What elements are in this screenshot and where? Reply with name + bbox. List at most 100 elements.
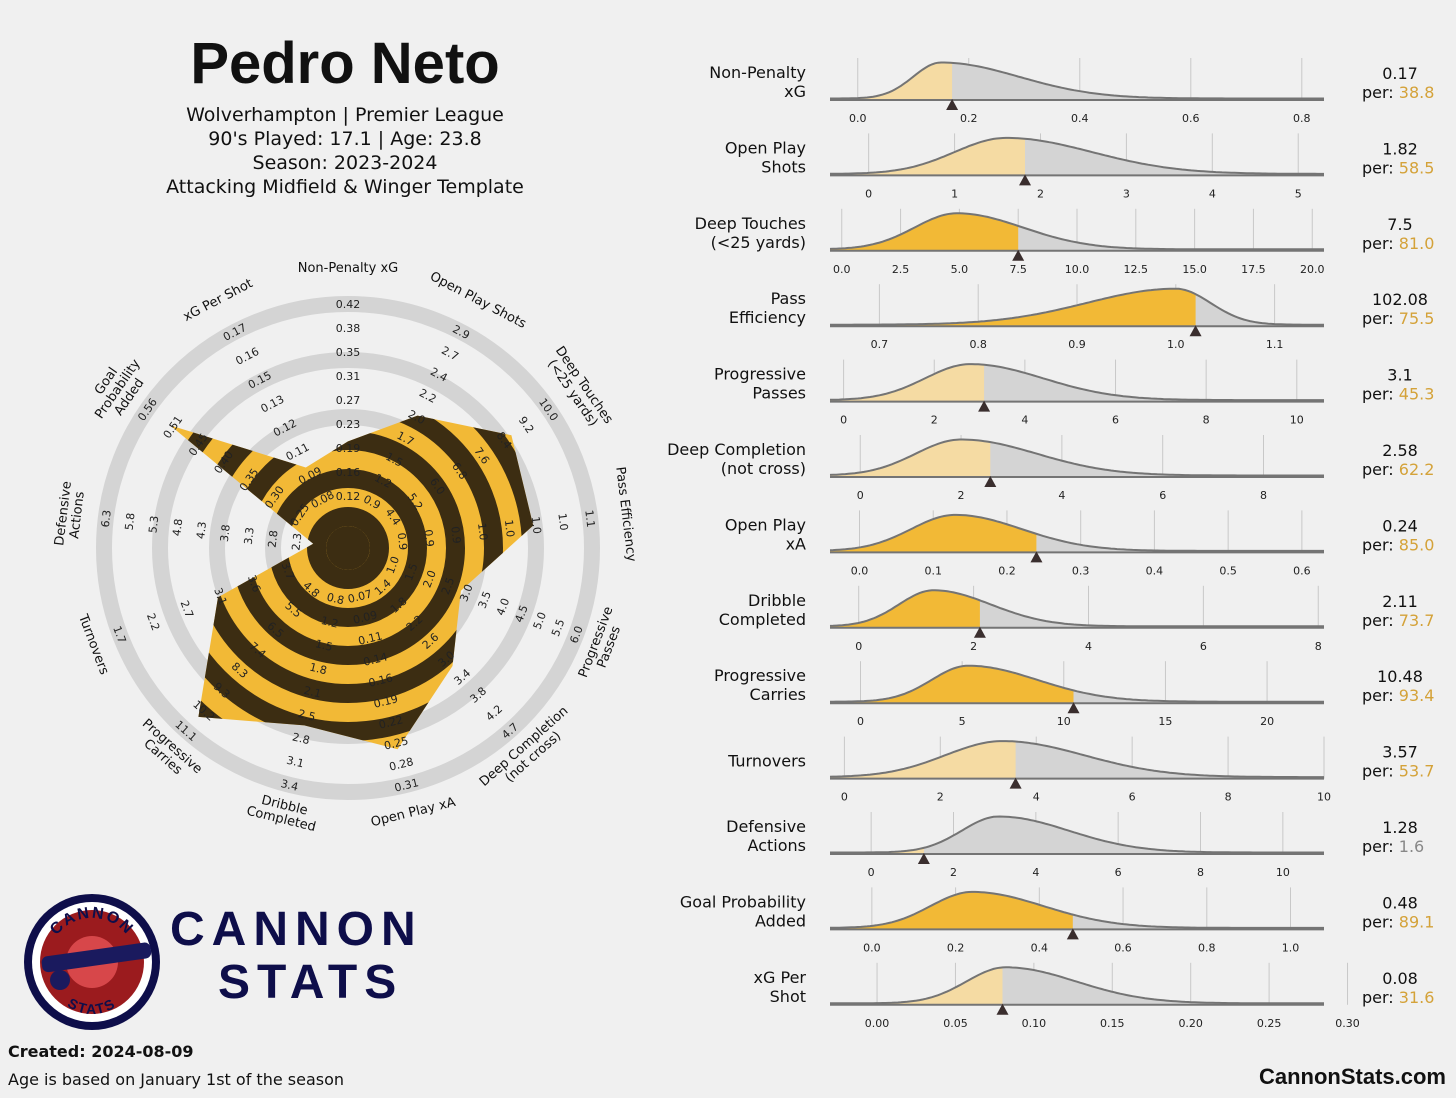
radar-tick-label: 3.5 [476, 589, 494, 610]
value-marker [1030, 551, 1043, 563]
percentile-prefix: per: [1362, 611, 1399, 630]
metric-label: Progressive [714, 666, 806, 685]
distribution-curve [830, 61, 1324, 100]
metric-label: xG Per [754, 968, 807, 987]
radar-tick-label: 0.28 [388, 755, 415, 773]
axis-tick-label: 5 [1295, 187, 1302, 200]
radar-tick-label: 1.8 [308, 660, 328, 677]
axis-tick-label: 12.5 [1124, 263, 1149, 276]
metric-label: (not cross) [721, 459, 806, 478]
percentile-line: per: 53.7 [1362, 762, 1434, 781]
radar-tick-label: 5.3 [146, 515, 161, 534]
distribution-highlight [830, 288, 1196, 327]
metric-value: 0.48 [1382, 893, 1418, 912]
distribution-curve [830, 136, 1324, 175]
metric-label: (<25 yards) [711, 233, 806, 252]
season: Season: 2023-2024 [252, 152, 438, 174]
radar-tick-label: 4.2 [483, 702, 505, 723]
cannon-stats-logo: CANNON STATS [24, 894, 160, 1030]
axis-tick-label: 8 [1260, 489, 1267, 502]
metric-label: Completed [719, 610, 806, 629]
radar-tick-label: 0.09 [352, 608, 379, 626]
axis-tick-label: 2 [931, 414, 938, 427]
radar-tick-label: 1.5 [314, 637, 334, 654]
percentile-value: 31.6 [1399, 988, 1435, 1007]
metric-label: Shot [770, 987, 806, 1006]
axis-tick-label: 0.7 [871, 338, 889, 351]
distribution-curve [830, 890, 1324, 929]
percentile-line: per: 75.5 [1362, 309, 1434, 328]
metric-label: Non-Penalty [709, 63, 806, 82]
radar-tick-label: 1.0 [502, 519, 517, 538]
percentile-line: per: 81.0 [1362, 234, 1434, 253]
radar-tick-label: 0.35 [336, 346, 361, 359]
metric-label: Turnovers [727, 752, 806, 771]
distribution-curve [829, 589, 1324, 628]
axis-tick-label: 0.0 [849, 112, 867, 125]
radar-tick-label: 0.9 [448, 525, 463, 544]
metric-label: Added [755, 911, 806, 930]
axis-tick-label: 17.5 [1241, 263, 1266, 276]
axis-tick-label: 0.0 [851, 564, 869, 577]
logo-bottom-text: STATS [65, 995, 117, 1017]
axis-tick-label: 10 [1276, 866, 1290, 879]
percentile-prefix: per: [1362, 535, 1399, 554]
radar-tick-label: 1.1 [582, 509, 597, 528]
percentile-prefix: per: [1362, 912, 1399, 931]
axis-tick-label: 4 [1032, 866, 1039, 879]
percentile-value: 45.3 [1399, 385, 1435, 404]
radar-tick-label: 0.38 [336, 322, 361, 335]
radar-tick-label: 2.8 [291, 730, 311, 747]
distribution-highlight [830, 590, 980, 628]
radar-tick-label: 0.23 [336, 418, 361, 431]
axis-tick-label: 0.8 [1198, 941, 1216, 954]
metric-value: 2.11 [1382, 592, 1418, 611]
axis-tick-label: 0.25 [1257, 1017, 1282, 1030]
radar-tick-label: 1.5 [402, 562, 420, 583]
radar-tick-label: 0.19 [372, 692, 399, 710]
radar-tick-label: 1.0 [475, 522, 490, 541]
axis-tick-label: 2.5 [892, 263, 910, 276]
radar-tick-label: 0.8 [325, 591, 345, 608]
value-marker [1012, 249, 1025, 261]
metric-value: 102.08 [1372, 290, 1428, 309]
axis-tick-label: 10.0 [1065, 263, 1090, 276]
axis-tick-label: 8 [1203, 414, 1210, 427]
radar-tick-label: 0.16 [234, 345, 262, 368]
axis-tick-label: 4 [1033, 791, 1040, 804]
metric-value: 0.08 [1382, 969, 1418, 988]
radar-tick-label: 0.14 [362, 650, 389, 668]
axis-tick-label: 0.8 [969, 338, 987, 351]
radar-tick-label: 3.4 [279, 777, 299, 794]
axis-tick-label: 0.15 [1100, 1017, 1125, 1030]
radar-tick-label: 9.2 [516, 414, 537, 436]
percentile-prefix: per: [1362, 234, 1399, 253]
radar-tick-label: 3.8 [218, 524, 233, 543]
radar-tick-label: 0.12 [336, 490, 361, 503]
axis-tick-label: 0.4 [1031, 941, 1049, 954]
percentile-value: 93.4 [1399, 686, 1435, 705]
percentile-value: 53.7 [1399, 762, 1435, 781]
axis-tick-label: 2 [937, 791, 944, 804]
value-marker [996, 1003, 1009, 1015]
radar-tick-label: 4.8 [170, 518, 185, 537]
radar-tick-label: 2.7 [439, 344, 461, 364]
radar-tick-label: 2.7 [178, 599, 196, 620]
distribution-row: 0.0 0.2 0.4 0.6 0.8 1.0 Goal ProbabilityAdded 0… [680, 887, 1434, 954]
percentile-line: per: 62.2 [1362, 460, 1434, 479]
axis-tick-label: 20 [1260, 715, 1274, 728]
axis-tick-label: 2 [1037, 187, 1044, 200]
axis-tick-label: 0.30 [1335, 1017, 1360, 1030]
metric-label: Deep Completion [667, 440, 806, 459]
template-name: Attacking Midfield & Winger Template [166, 176, 524, 198]
metric-value: 2.58 [1382, 441, 1418, 460]
value-marker [1067, 702, 1080, 714]
radar-tick-label: 4.3 [194, 521, 209, 540]
metric-label: Efficiency [729, 308, 806, 327]
metric-label: Dribble [748, 591, 806, 610]
